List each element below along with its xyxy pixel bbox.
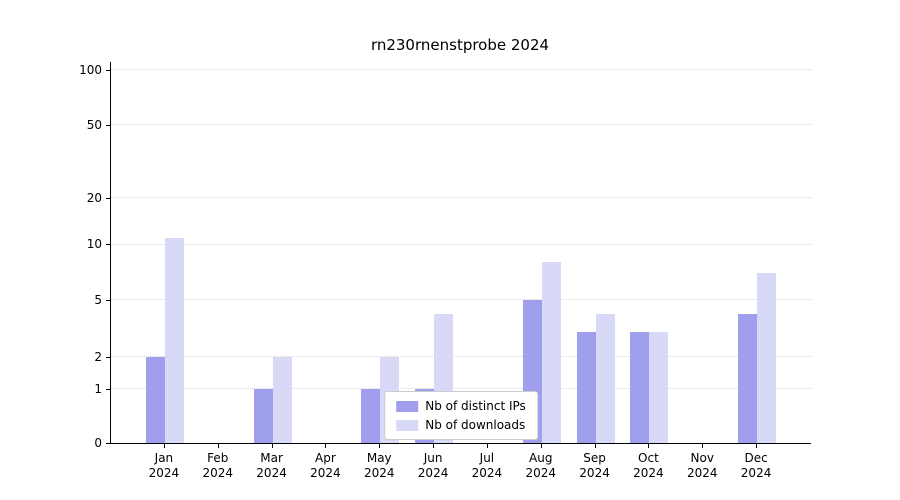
bars-layer bbox=[111, 62, 811, 443]
gridline bbox=[111, 243, 811, 245]
x-tick-mark bbox=[379, 444, 381, 448]
legend-item-distinct-ips: Nb of distinct IPs bbox=[396, 399, 526, 413]
gridline bbox=[111, 124, 811, 126]
bar-distinct-ips bbox=[630, 331, 650, 443]
bar-downloads bbox=[649, 331, 669, 443]
x-tick-mark bbox=[648, 444, 650, 448]
y-tick-label: 0 bbox=[94, 436, 102, 450]
legend-label-distinct-ips: Nb of distinct IPs bbox=[425, 399, 526, 413]
legend-item-downloads: Nb of downloads bbox=[396, 418, 526, 432]
month-slot bbox=[730, 62, 784, 443]
bar-downloads bbox=[164, 238, 184, 443]
bar-distinct-ips bbox=[576, 331, 596, 443]
bar-downloads bbox=[595, 313, 615, 443]
month-slot bbox=[461, 62, 515, 443]
y-tick-mark bbox=[106, 70, 110, 71]
x-tick-label: Mar 2024 bbox=[256, 451, 287, 480]
gridline bbox=[111, 69, 811, 71]
x-tick-mark bbox=[325, 444, 327, 448]
x-tick-label: Feb 2024 bbox=[202, 451, 234, 480]
chart-title: rn230rnenstprobe 2024 bbox=[370, 36, 550, 54]
x-tick-mark bbox=[486, 444, 488, 448]
bar-distinct-ips bbox=[738, 313, 758, 443]
y-tick-label: 5 bbox=[94, 292, 102, 307]
month-slot bbox=[515, 62, 569, 443]
y-tick-label: 20 bbox=[86, 191, 102, 206]
month-slot bbox=[569, 62, 623, 443]
y-tick-label: 50 bbox=[86, 118, 102, 133]
y-tick-mark bbox=[106, 299, 110, 301]
x-tick-label: Dec 2024 bbox=[740, 451, 772, 480]
bar-distinct-ips bbox=[361, 388, 381, 443]
x-tick-mark bbox=[217, 444, 219, 448]
y-tick-label: 10 bbox=[86, 237, 102, 252]
x-tick-mark bbox=[540, 444, 542, 448]
month-slot bbox=[192, 62, 246, 443]
x-tick-mark bbox=[163, 444, 165, 448]
bar-downloads bbox=[757, 272, 777, 443]
month-slot bbox=[676, 62, 730, 443]
y-tick-mark bbox=[106, 388, 110, 390]
bar-distinct-ips bbox=[145, 356, 165, 443]
gridline bbox=[111, 197, 811, 199]
y-tick-mark bbox=[106, 443, 110, 444]
x-tick-label: Sep 2024 bbox=[579, 451, 610, 480]
month-slot bbox=[246, 62, 300, 443]
month-slot bbox=[299, 62, 353, 443]
x-tick-mark bbox=[433, 444, 435, 448]
month-slot bbox=[353, 62, 407, 443]
x-tick-label: Jan 2024 bbox=[148, 451, 180, 480]
x-tick-mark bbox=[594, 444, 596, 448]
y-tick-label: 1 bbox=[94, 381, 102, 396]
y-tick-label: 2 bbox=[94, 349, 102, 364]
legend-swatch-distinct-ips bbox=[396, 400, 419, 412]
x-tick-label: Jul 2024 bbox=[471, 451, 503, 480]
x-tick-mark bbox=[271, 444, 273, 448]
x-tick-label: Jun 2024 bbox=[417, 451, 449, 480]
y-tick-mark bbox=[106, 198, 110, 200]
x-tick-mark bbox=[756, 444, 758, 448]
y-tick-mark bbox=[106, 125, 110, 127]
plot-area: Nb of distinct IPs Nb of downloads bbox=[110, 62, 811, 444]
bar-downloads bbox=[272, 356, 292, 443]
month-slot bbox=[138, 62, 192, 443]
gridline bbox=[111, 298, 811, 300]
legend-swatch-downloads bbox=[396, 419, 419, 431]
gridline bbox=[111, 355, 811, 357]
month-slot bbox=[622, 62, 676, 443]
x-tick-label: Aug 2024 bbox=[525, 451, 557, 480]
x-tick-label: Oct 2024 bbox=[633, 451, 664, 480]
month-slot bbox=[407, 62, 461, 443]
legend-label-downloads: Nb of downloads bbox=[425, 418, 526, 432]
legend: Nb of distinct IPs Nb of downloads bbox=[384, 391, 538, 440]
y-tick-mark bbox=[106, 356, 110, 358]
bar-downloads bbox=[541, 262, 561, 443]
bar-distinct-ips bbox=[253, 388, 273, 443]
x-tick-label: Nov 2024 bbox=[686, 451, 718, 480]
gridline bbox=[111, 387, 811, 389]
y-tick-mark bbox=[106, 244, 110, 246]
x-tick-label: May 2024 bbox=[363, 451, 395, 480]
x-tick-label: Apr 2024 bbox=[310, 451, 341, 480]
x-tick-mark bbox=[702, 444, 704, 448]
y-tick-label: 100 bbox=[79, 63, 102, 77]
